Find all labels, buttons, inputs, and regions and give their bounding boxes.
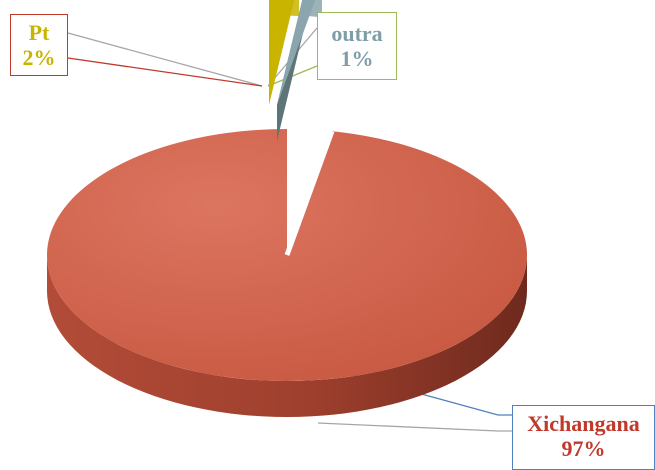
data-label-pt-name: Pt [28,20,50,45]
slices [46,0,527,417]
data-label-xichangana-name: Xichangana [527,411,640,436]
leader-line-pt-a [67,32,263,87]
data-label-pt: Pt 2% [10,14,68,76]
data-label-xichangana-value: 97% [561,436,606,461]
slice-xichangana-cut [284,130,335,256]
slice-xichangana [46,129,527,417]
leader-line-xichangana-a [317,422,512,432]
slice-pt-edge [269,0,300,16]
slice-pt-top [269,0,295,105]
slice-xichangana-side [47,255,527,417]
data-label-outra-name: outra [331,21,383,46]
data-label-pt-value: 2% [22,45,56,70]
data-label-outra: outra 1% [317,12,397,80]
data-label-outra-value: 1% [340,46,374,71]
leader-line-pt-b [67,57,263,87]
slice-pt [269,0,300,105]
slice-xichangana-top [46,129,527,381]
data-label-xichangana: Xichangana 97% [512,405,655,470]
